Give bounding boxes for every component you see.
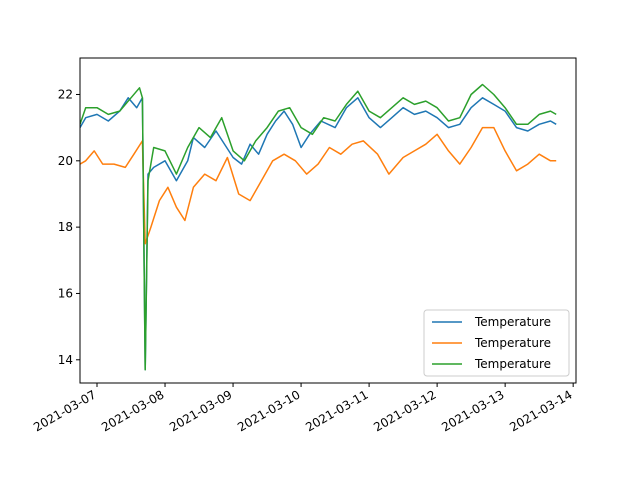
axes-frame [79, 57, 577, 384]
legend-label-1: Temperature [474, 315, 551, 329]
legend-label-3: Temperature [474, 357, 551, 371]
y-tick-label-4: 20 [58, 154, 73, 168]
legend-label-2: Temperature [474, 336, 551, 350]
series-line-3 [80, 83, 557, 371]
y-tick-label-3: 18 [58, 220, 73, 234]
y-tick-label-1: 14 [58, 353, 73, 367]
series-layer [80, 83, 557, 371]
y-tick-label-5: 22 [58, 87, 73, 101]
plot-area [80, 83, 557, 371]
legend: Temperature Temperature Temperature [423, 309, 570, 377]
y-axis: 14 16 18 20 22 [58, 87, 80, 367]
legend-frame [423, 309, 570, 377]
y-tick-label-2: 16 [58, 286, 73, 300]
